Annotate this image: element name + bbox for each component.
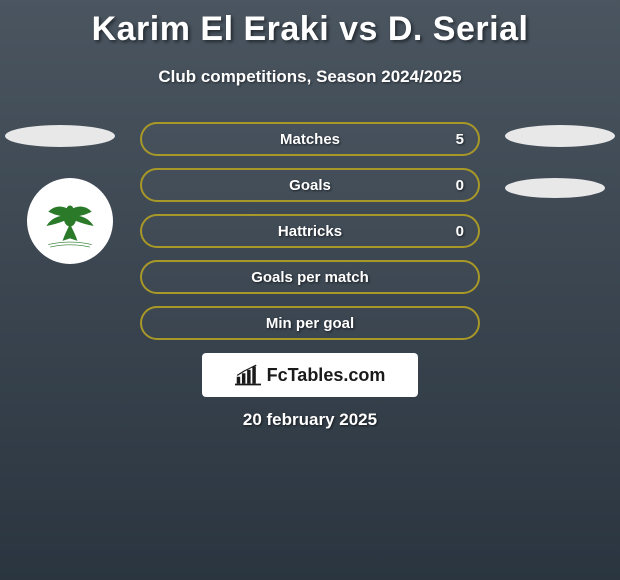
stat-label: Goals per match bbox=[142, 269, 478, 286]
stat-row-hattricks: Hattricks 0 bbox=[140, 214, 480, 248]
stat-row-min-per-goal: Min per goal bbox=[140, 306, 480, 340]
stat-label: Min per goal bbox=[142, 315, 478, 332]
branding-text: FcTables.com bbox=[267, 365, 386, 386]
subtitle: Club competitions, Season 2024/2025 bbox=[0, 67, 620, 87]
stats-panel: Matches 5 Goals 0 Hattricks 0 Goals per … bbox=[140, 122, 480, 352]
stat-row-goals: Goals 0 bbox=[140, 168, 480, 202]
player-right-placeholder bbox=[505, 125, 615, 147]
branding-badge: FcTables.com bbox=[202, 353, 418, 397]
eagle-crest-icon bbox=[35, 186, 105, 256]
bar-chart-icon bbox=[235, 364, 261, 386]
stat-row-goals-per-match: Goals per match bbox=[140, 260, 480, 294]
club-left-badge bbox=[27, 178, 113, 264]
stat-value: 5 bbox=[456, 131, 464, 148]
stat-value: 0 bbox=[456, 177, 464, 194]
stat-value: 0 bbox=[456, 223, 464, 240]
page-title: Karim El Eraki vs D. Serial bbox=[0, 0, 620, 49]
player-left-placeholder bbox=[5, 125, 115, 147]
stat-label: Hattricks bbox=[142, 223, 478, 240]
stat-label: Goals bbox=[142, 177, 478, 194]
club-right-placeholder bbox=[505, 178, 605, 198]
date-label: 20 february 2025 bbox=[0, 410, 620, 430]
stat-label: Matches bbox=[142, 131, 478, 148]
stat-row-matches: Matches 5 bbox=[140, 122, 480, 156]
